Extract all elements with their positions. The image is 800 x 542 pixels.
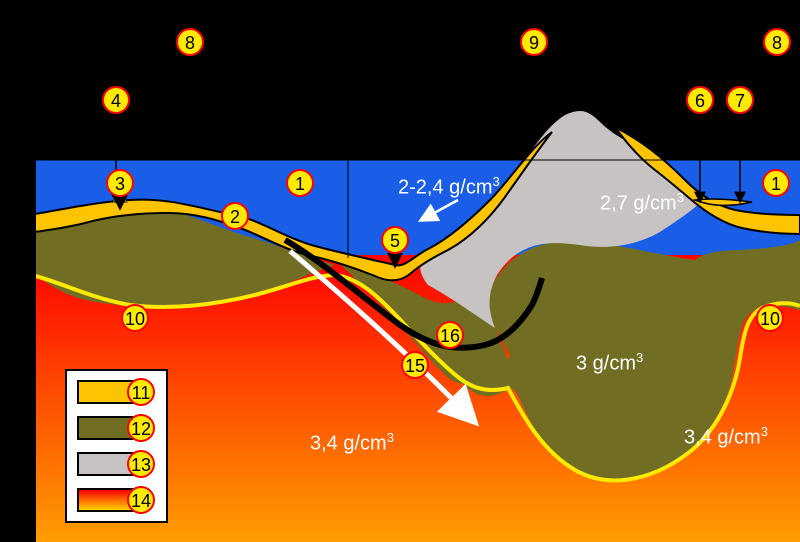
legend-row-11: 11 bbox=[77, 377, 156, 407]
marker-15-label: 15 bbox=[405, 356, 425, 376]
legend-row-14: 14 bbox=[77, 485, 156, 515]
marker-8-label: 8 bbox=[185, 33, 195, 53]
marker-4-label: 4 bbox=[111, 91, 121, 111]
marker-6-label: 6 bbox=[695, 91, 705, 111]
legend-marker-12: 12 bbox=[126, 413, 156, 443]
legend-marker-11: 11 bbox=[126, 377, 156, 407]
marker-16-label: 16 bbox=[440, 326, 460, 346]
density-label-1: 2,7 g/cm3 bbox=[600, 190, 684, 216]
marker-8-label: 8 bbox=[772, 33, 782, 53]
svg-text:13: 13 bbox=[131, 455, 151, 475]
marker-1-label: 1 bbox=[771, 174, 781, 194]
svg-text:11: 11 bbox=[132, 383, 151, 403]
density-label-4: 3,4 g/cm3 bbox=[684, 424, 768, 450]
marker-1-label: 1 bbox=[295, 174, 305, 194]
legend-marker-13: 13 bbox=[126, 449, 156, 479]
marker-10-label: 10 bbox=[125, 309, 145, 329]
marker-3-label: 3 bbox=[115, 174, 125, 194]
marker-2-label: 2 bbox=[230, 207, 240, 227]
legend-marker-14: 14 bbox=[126, 485, 156, 515]
marker-7-label: 7 bbox=[735, 91, 745, 111]
marker-9-label: 9 bbox=[529, 33, 539, 53]
legend-row-12: 12 bbox=[77, 413, 156, 443]
legend: 11 12 13 14 bbox=[65, 369, 168, 523]
svg-text:12: 12 bbox=[131, 419, 151, 439]
density-label-0: 2-2,4 g/cm3 bbox=[398, 174, 500, 200]
svg-text:14: 14 bbox=[131, 491, 151, 511]
legend-row-13: 13 bbox=[77, 449, 156, 479]
marker-5-label: 5 bbox=[390, 231, 400, 251]
marker-10-label: 10 bbox=[760, 309, 780, 329]
density-label-3: 3,4 g/cm3 bbox=[310, 430, 394, 456]
density-label-2: 3 g/cm3 bbox=[576, 350, 643, 376]
